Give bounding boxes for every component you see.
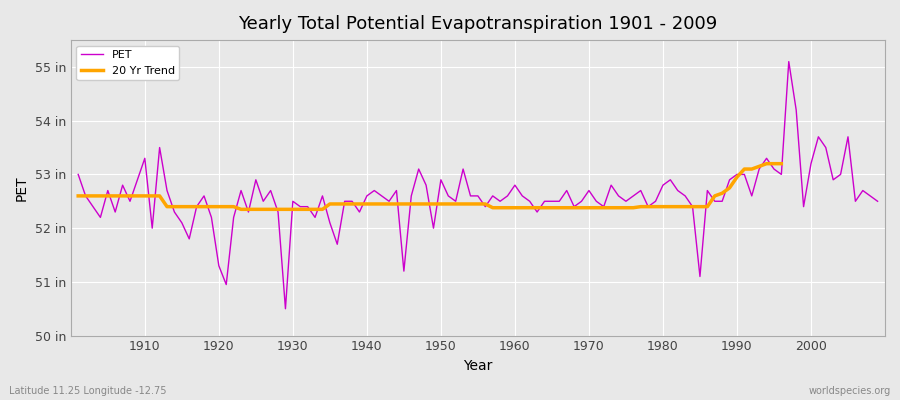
20 Yr Trend [73,194,84,198]
PET [132,177,143,182]
20 Yr Trend [724,186,735,190]
PET [302,204,313,209]
20 Yr Trend [761,161,772,166]
PET [280,306,291,311]
PET [509,183,520,188]
PET [783,59,794,64]
20 Yr Trend [280,207,291,212]
Y-axis label: PET: PET [15,175,29,201]
20 Yr Trend [436,202,446,206]
Legend: PET, 20 Yr Trend: PET, 20 Yr Trend [76,46,179,80]
Text: worldspecies.org: worldspecies.org [809,386,891,396]
PET [517,194,527,198]
Title: Yearly Total Potential Evapotranspiration 1901 - 2009: Yearly Total Potential Evapotranspiratio… [238,15,717,33]
PET [872,199,883,204]
Line: 20 Yr Trend: 20 Yr Trend [78,164,781,209]
PET [73,172,84,177]
X-axis label: Year: Year [464,359,492,373]
20 Yr Trend [458,202,469,206]
PET [606,183,616,188]
20 Yr Trend [169,204,180,209]
Text: Latitude 11.25 Longitude -12.75: Latitude 11.25 Longitude -12.75 [9,386,166,396]
20 Yr Trend [383,202,394,206]
20 Yr Trend [236,207,247,212]
PET [346,199,357,204]
Line: PET: PET [78,62,878,309]
20 Yr Trend [776,161,787,166]
